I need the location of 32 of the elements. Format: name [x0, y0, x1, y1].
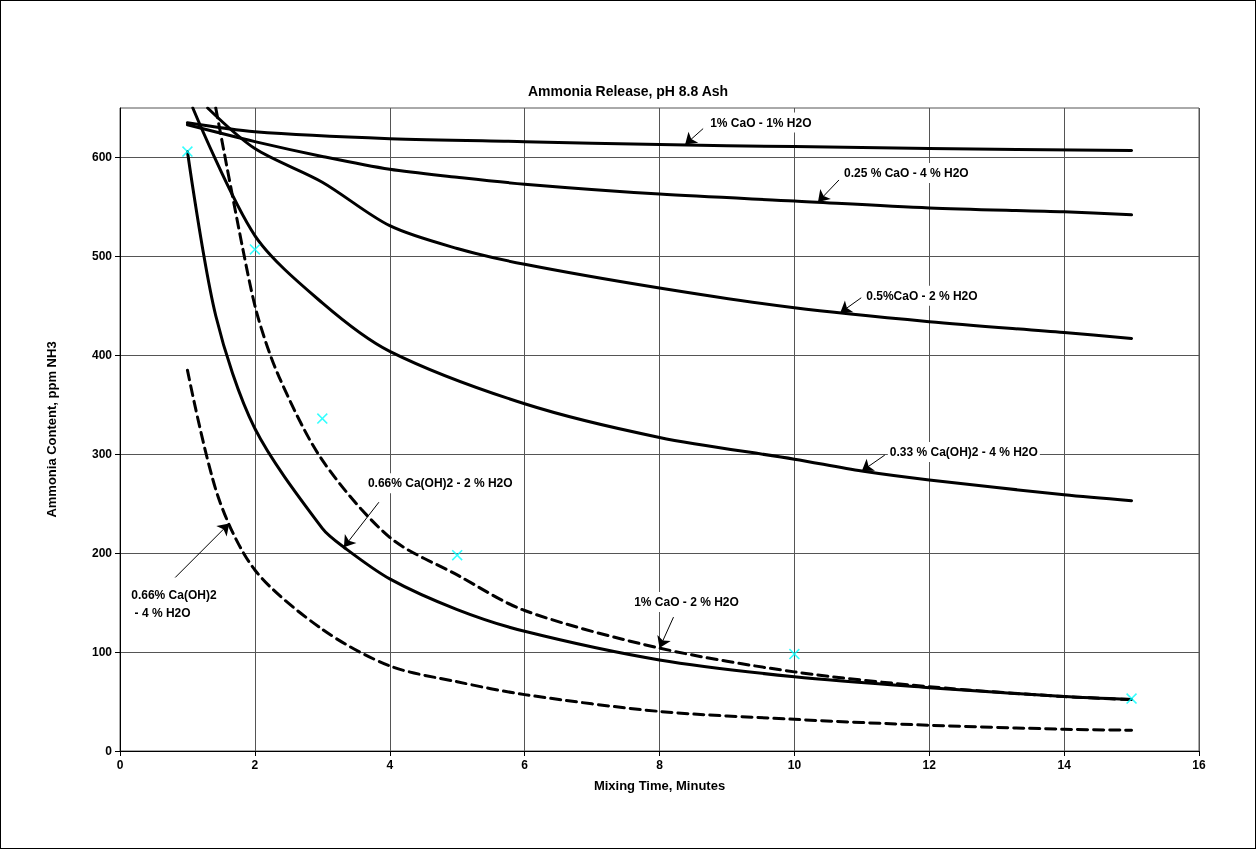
x-axis-title: Mixing Time, Minutes	[593, 778, 726, 793]
annotation: 1% CaO - 2 % H2O	[634, 595, 739, 610]
x-tick-label: 0	[116, 758, 124, 772]
point	[181, 146, 193, 158]
x-tick-label: 12	[922, 758, 937, 772]
y-tick-label: 300	[91, 447, 113, 462]
x-tick-label: 6	[521, 758, 529, 772]
x-tick-label: 10	[787, 758, 802, 772]
chart-title: Ammonia Release, pH 8.8 Ash	[527, 83, 729, 99]
annotation: 0.33 % Ca(OH)2 - 4 % H2O	[889, 445, 1038, 460]
y-tick-label: 500	[91, 249, 113, 264]
y-tick-label: 400	[91, 348, 113, 363]
annotation: 0.66% Ca(OH)2 - 2 % H2O	[367, 476, 513, 491]
y-tick-label: 200	[91, 546, 113, 561]
point	[1126, 693, 1138, 705]
annotation: 1% CaO - 1% H2O	[710, 115, 812, 130]
annotation: 0.66% Ca(OH)2 - 4 % H2O	[131, 588, 217, 621]
point	[788, 648, 800, 660]
y-tick-label: 0	[105, 744, 113, 758]
point	[451, 549, 463, 561]
x-tick-label: 14	[1057, 758, 1072, 772]
y-axis-title: Ammonia Content, ppm NH3	[44, 341, 59, 518]
y-tick-label: 100	[91, 645, 113, 660]
point	[316, 413, 328, 425]
annotation: 0.25 % CaO - 4 % H2O	[843, 165, 969, 180]
x-tick-label: 4	[386, 758, 394, 772]
x-tick-label: 2	[251, 758, 259, 772]
point	[249, 243, 261, 255]
annotation: 0.5%CaO - 2 % H2O	[866, 288, 978, 303]
y-tick-label: 600	[91, 150, 113, 165]
x-tick-label: 16	[1192, 758, 1206, 772]
x-tick-label: 8	[656, 758, 664, 772]
